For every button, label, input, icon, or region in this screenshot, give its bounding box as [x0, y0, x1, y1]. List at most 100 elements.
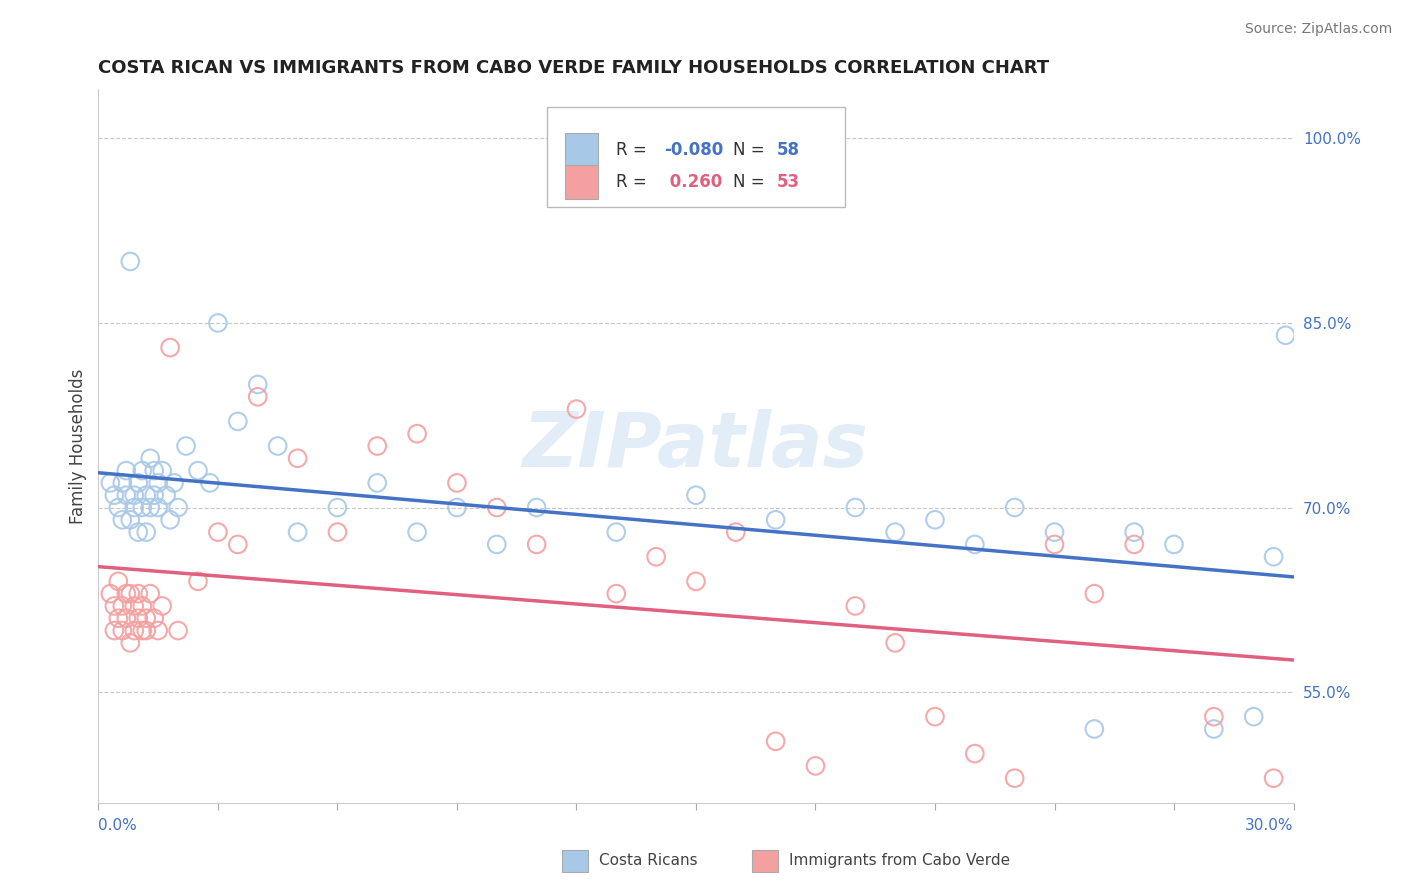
Point [685, 574, 707, 589]
Point [1202, 709, 1225, 723]
Point [844, 599, 866, 613]
Point [127, 525, 149, 540]
Point [1004, 500, 1026, 515]
Text: R =: R = [616, 141, 652, 159]
Point [187, 464, 209, 478]
Bar [565, 133, 598, 167]
Point [115, 587, 138, 601]
Point [115, 488, 138, 502]
Text: R =: R = [616, 173, 652, 191]
Point [724, 525, 747, 540]
Point [605, 525, 627, 540]
Y-axis label: Family Households: Family Households [69, 368, 87, 524]
Point [446, 500, 468, 515]
Point [963, 747, 986, 761]
Point [131, 624, 153, 638]
Point [924, 513, 946, 527]
Point [884, 636, 907, 650]
Text: ZIPatlas: ZIPatlas [523, 409, 869, 483]
Point [207, 525, 229, 540]
Point [326, 500, 349, 515]
Point [103, 624, 125, 638]
Point [287, 525, 309, 540]
Point [226, 537, 249, 551]
Point [163, 475, 186, 490]
Point [1274, 328, 1296, 343]
Point [366, 439, 388, 453]
Point [187, 574, 209, 589]
Point [148, 624, 170, 638]
Point [131, 599, 153, 613]
Point [103, 488, 125, 502]
Point [924, 709, 946, 723]
Point [174, 439, 197, 453]
Point [1004, 771, 1026, 785]
Point [485, 537, 508, 551]
Point [148, 475, 170, 490]
Point [526, 500, 548, 515]
Point [120, 636, 142, 650]
Point [1263, 549, 1285, 564]
Point [159, 341, 181, 355]
Point [107, 500, 129, 515]
Point [120, 254, 142, 268]
Text: N =: N = [733, 141, 770, 159]
Point [1163, 537, 1185, 551]
Point [143, 488, 166, 502]
Point [115, 464, 138, 478]
Text: -0.080: -0.080 [664, 141, 723, 159]
Text: 58: 58 [778, 141, 800, 159]
Point [150, 464, 173, 478]
Point [148, 500, 170, 515]
Point [1083, 587, 1105, 601]
Point [120, 513, 142, 527]
Point [326, 525, 349, 540]
Text: 53: 53 [778, 173, 800, 191]
Point [226, 414, 249, 428]
Point [143, 464, 166, 478]
Point [645, 549, 668, 564]
Point [446, 475, 468, 490]
Point [485, 500, 508, 515]
Point [115, 611, 138, 625]
Text: Immigrants from Cabo Verde: Immigrants from Cabo Verde [789, 854, 1010, 868]
Point [155, 488, 177, 502]
Point [124, 624, 146, 638]
Text: N =: N = [733, 173, 770, 191]
Point [1083, 722, 1105, 736]
Point [565, 402, 588, 417]
Point [685, 488, 707, 502]
Text: Costa Ricans: Costa Ricans [599, 854, 697, 868]
Point [135, 488, 157, 502]
Point [526, 537, 548, 551]
Point [135, 624, 157, 638]
Text: COSTA RICAN VS IMMIGRANTS FROM CABO VERDE FAMILY HOUSEHOLDS CORRELATION CHART: COSTA RICAN VS IMMIGRANTS FROM CABO VERD… [98, 59, 1049, 77]
Point [124, 500, 146, 515]
Point [131, 500, 153, 515]
Text: Source: ZipAtlas.com: Source: ZipAtlas.com [1244, 22, 1392, 37]
Point [139, 451, 162, 466]
Point [1043, 525, 1066, 540]
Point [1243, 709, 1265, 723]
Text: 30.0%: 30.0% [1246, 818, 1294, 832]
Point [143, 611, 166, 625]
Point [127, 475, 149, 490]
Point [844, 500, 866, 515]
Point [127, 611, 149, 625]
Point [124, 599, 146, 613]
Point [1043, 537, 1066, 551]
Point [124, 488, 146, 502]
Point [159, 513, 181, 527]
Point [207, 316, 229, 330]
Point [406, 525, 429, 540]
Point [1263, 771, 1285, 785]
Point [167, 624, 190, 638]
Point [963, 537, 986, 551]
Point [139, 500, 162, 515]
Point [167, 500, 190, 515]
Point [605, 587, 627, 601]
Point [135, 611, 157, 625]
Point [406, 426, 429, 441]
Point [111, 599, 134, 613]
Text: 0.0%: 0.0% [98, 818, 138, 832]
